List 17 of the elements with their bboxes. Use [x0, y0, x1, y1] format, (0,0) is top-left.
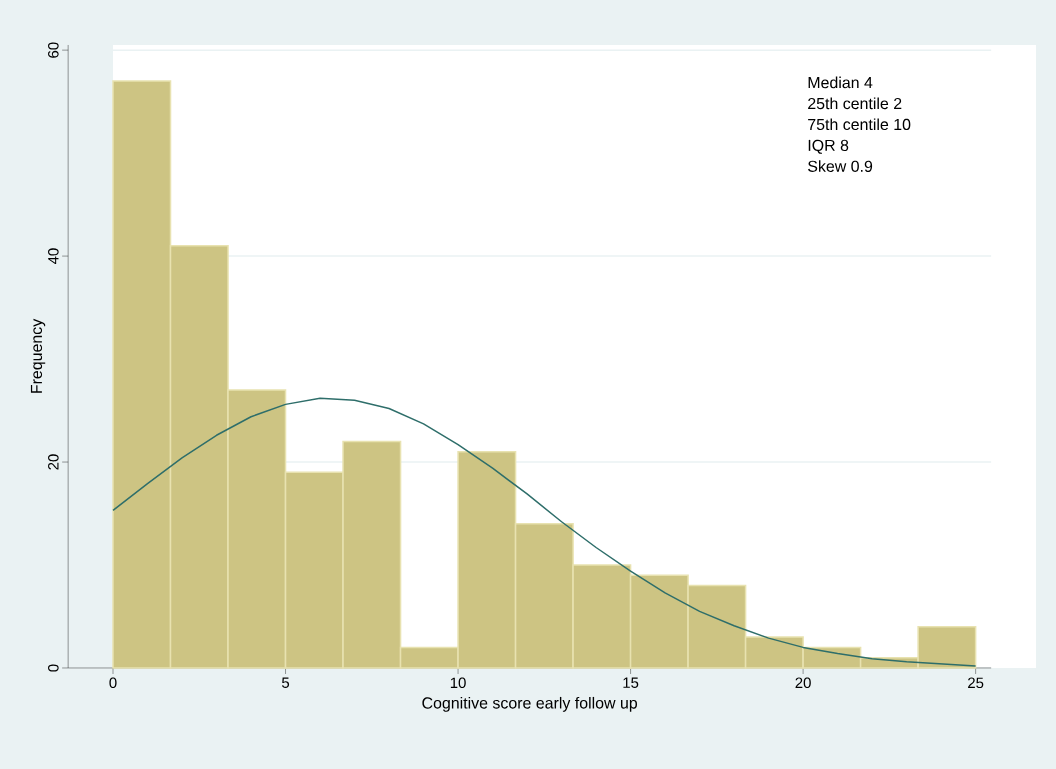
y-axis-title: Frequency: [30, 318, 46, 393]
y-tick-label: 60: [48, 42, 59, 58]
annotation: 75th centile 10: [808, 118, 911, 131]
x-axis-title: Cognitive score early follow up: [422, 696, 638, 712]
annotation: 25th centile 2: [808, 97, 902, 110]
x-tick-label: 25: [968, 677, 984, 689]
annotation: Skew 0.9: [808, 160, 873, 172]
y-tick-label: 40: [48, 248, 59, 265]
annotation: Median 4: [808, 76, 873, 89]
x-tick-label: 5: [281, 677, 290, 688]
x-tick-label: 15: [623, 677, 639, 688]
annotation: IQR 8: [808, 139, 849, 154]
x-tick-label: 20: [795, 677, 811, 689]
y-tick-label: 20: [48, 454, 59, 470]
x-tick-label: 10: [450, 677, 466, 689]
y-tick-label: 0: [48, 664, 59, 672]
x-tick-label: 0: [109, 677, 117, 689]
